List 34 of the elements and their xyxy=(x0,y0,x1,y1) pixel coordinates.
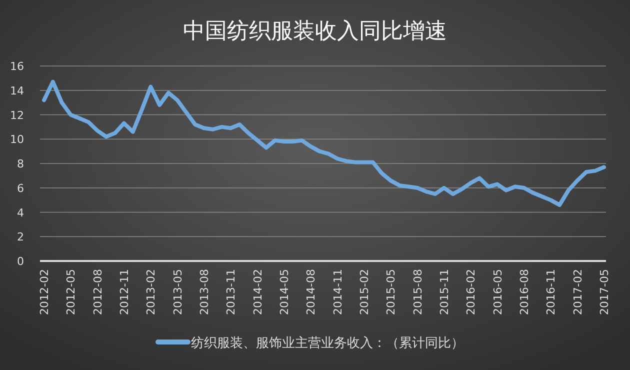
x-tick-label: 2014-02 xyxy=(251,269,264,315)
x-tick-label: 2012-08 xyxy=(91,269,104,315)
y-tick-label: 10 xyxy=(10,133,24,146)
x-tick-label: 2013-08 xyxy=(198,269,211,315)
y-tick-label: 16 xyxy=(10,60,24,73)
x-tick-label: 2014-08 xyxy=(304,269,318,315)
x-tick-label: 2013-11 xyxy=(224,269,238,315)
x-tick-label: 2017-05 xyxy=(598,269,611,315)
x-tick-label: 2016-08 xyxy=(518,269,531,315)
legend-label: 纺织服装、服饰业主营业务收入：（累计同比） xyxy=(191,335,464,351)
x-tick-label: 2017-02 xyxy=(571,269,584,315)
y-tick-label: 6 xyxy=(17,182,24,195)
x-tick-label: 2013-05 xyxy=(171,269,184,315)
x-tick-label: 2013-02 xyxy=(144,269,158,315)
x-tick-label: 2015-05 xyxy=(384,269,398,315)
y-tick-label: 0 xyxy=(17,255,24,268)
x-tick-label: 2014-05 xyxy=(278,269,291,315)
x-tick-label: 2012-02 xyxy=(38,269,51,315)
x-tick-label: 2015-11 xyxy=(438,269,451,315)
x-tick-label: 2012-11 xyxy=(118,269,131,315)
y-tick-label: 14 xyxy=(10,84,24,98)
x-tick-label: 2014-11 xyxy=(331,269,344,315)
x-tick-label: 2012-05 xyxy=(64,269,78,315)
y-tick-label: 2 xyxy=(17,230,24,244)
chart-title: 中国纺织服装收入同比增速 xyxy=(183,19,447,44)
x-tick-label: 2015-08 xyxy=(411,269,424,315)
y-tick-label: 12 xyxy=(10,108,24,122)
x-tick-label: 2016-11 xyxy=(544,269,558,315)
x-tick-label: 2016-05 xyxy=(491,269,504,315)
x-tick-label: 2016-02 xyxy=(464,269,478,315)
y-tick-label: 4 xyxy=(17,206,24,220)
line-series xyxy=(42,80,606,207)
y-tick-label: 8 xyxy=(17,158,24,170)
x-tick-label: 2015-02 xyxy=(358,269,371,315)
